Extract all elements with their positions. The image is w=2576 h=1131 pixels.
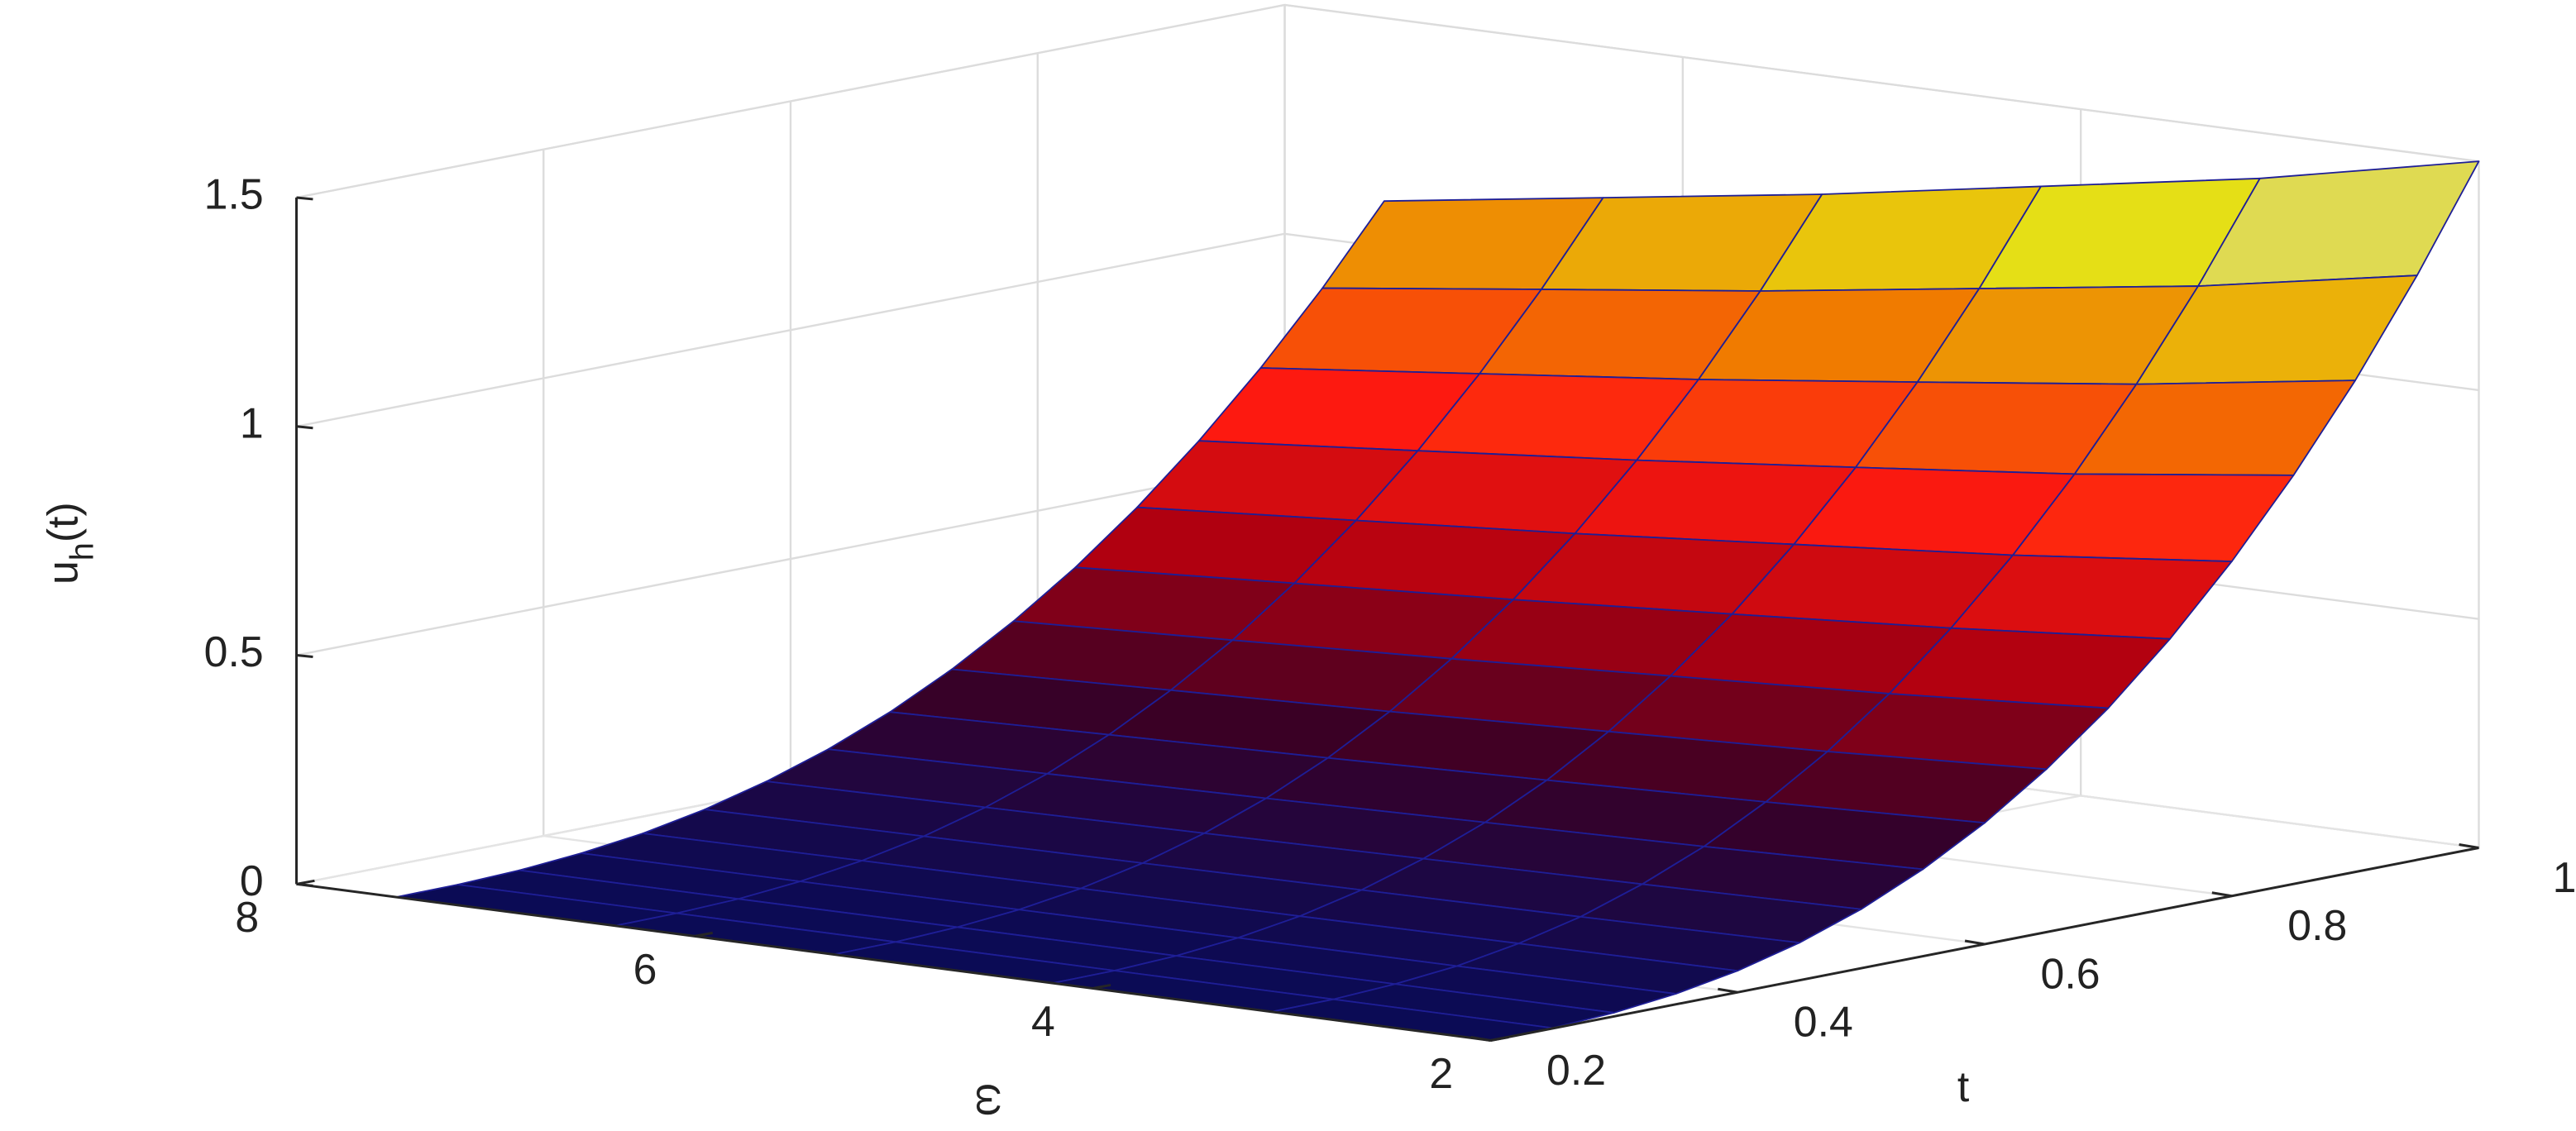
z-tick: [296, 196, 313, 201]
y-tick: [1490, 1036, 1509, 1042]
z-tick: [296, 654, 313, 659]
x-tick-label: 1: [2553, 853, 2576, 901]
x-tick: [1470, 1036, 1491, 1042]
z-label-part: u: [38, 561, 86, 585]
z-tick-label: 1.5: [204, 170, 264, 218]
y-tick: [1092, 983, 1111, 990]
y-axis-line: [296, 882, 1491, 1042]
grid-line: [1284, 3, 2479, 163]
x-tick-label: 0.4: [1794, 998, 1853, 1046]
y-tick: [694, 931, 714, 938]
z-tick-label: 1: [240, 398, 264, 446]
y-axis-label: ω: [968, 1083, 1016, 1116]
z-tick: [296, 425, 313, 430]
y-tick-label: 4: [1031, 997, 1055, 1045]
x-tick: [1718, 987, 1738, 994]
surface: [394, 160, 2480, 1042]
x-tick-label: 0.2: [1546, 1046, 1606, 1094]
z-label-part: (t): [38, 502, 86, 542]
z-axis-label: uh(t): [38, 502, 100, 585]
x-tick-label: 0.8: [2287, 901, 2347, 949]
y-tick: [296, 879, 315, 885]
x-tick: [2211, 891, 2232, 898]
x-tick: [2459, 843, 2479, 849]
z-tick-label: 0.5: [204, 628, 264, 675]
y-tick-label: 8: [235, 893, 259, 941]
x-tick-label: 0.6: [2041, 949, 2100, 997]
y-tick-label: 6: [633, 945, 657, 993]
z-tick-label: 0: [240, 857, 264, 904]
z-label-subscript: h: [64, 542, 100, 561]
y-tick-label: 2: [1429, 1049, 1453, 1097]
x-axis-label: t: [1957, 1062, 1969, 1110]
axes: 0 0.5 1 1.5 2 4 6 8 0.2 0.4 0.6 0.8 1: [204, 170, 2576, 1097]
x-tick: [1964, 939, 1986, 946]
